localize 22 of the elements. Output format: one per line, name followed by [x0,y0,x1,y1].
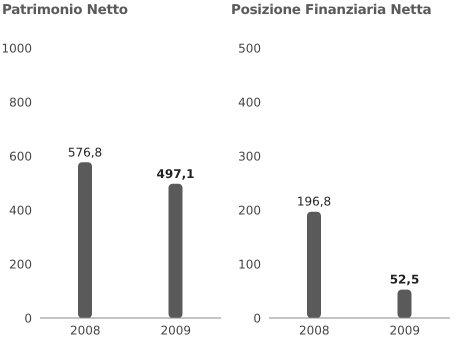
y-tick-label: 1000 [1,41,32,56]
chart-title: Posizione Finanziaria Netta [231,2,432,18]
y-tick-label: 200 [9,257,32,272]
x-tick-label: 2008 [70,324,101,338]
chart-title: Patrimonio Netto [2,2,128,18]
y-tick-label: 800 [9,95,32,110]
data-label: 52,5 [390,272,420,287]
y-tick-label: 200 [238,203,261,218]
x-tick-label: 2008 [298,324,330,338]
data-label: 497,1 [156,166,194,181]
y-tick-label: 400 [9,203,32,218]
y-tick-label: 0 [253,311,261,326]
y-tick-label: 600 [9,149,32,164]
data-label: 576,8 [68,145,102,160]
y-tick-label: 100 [238,257,261,272]
x-tick-label: 2009 [389,324,420,338]
y-tick-label: 0 [24,311,32,326]
y-tick-label: 300 [238,149,261,164]
y-tick-label: 400 [238,95,261,110]
x-tick-label: 2009 [160,324,192,338]
y-tick-label: 500 [238,41,261,56]
data-label: 196,8 [296,194,332,209]
